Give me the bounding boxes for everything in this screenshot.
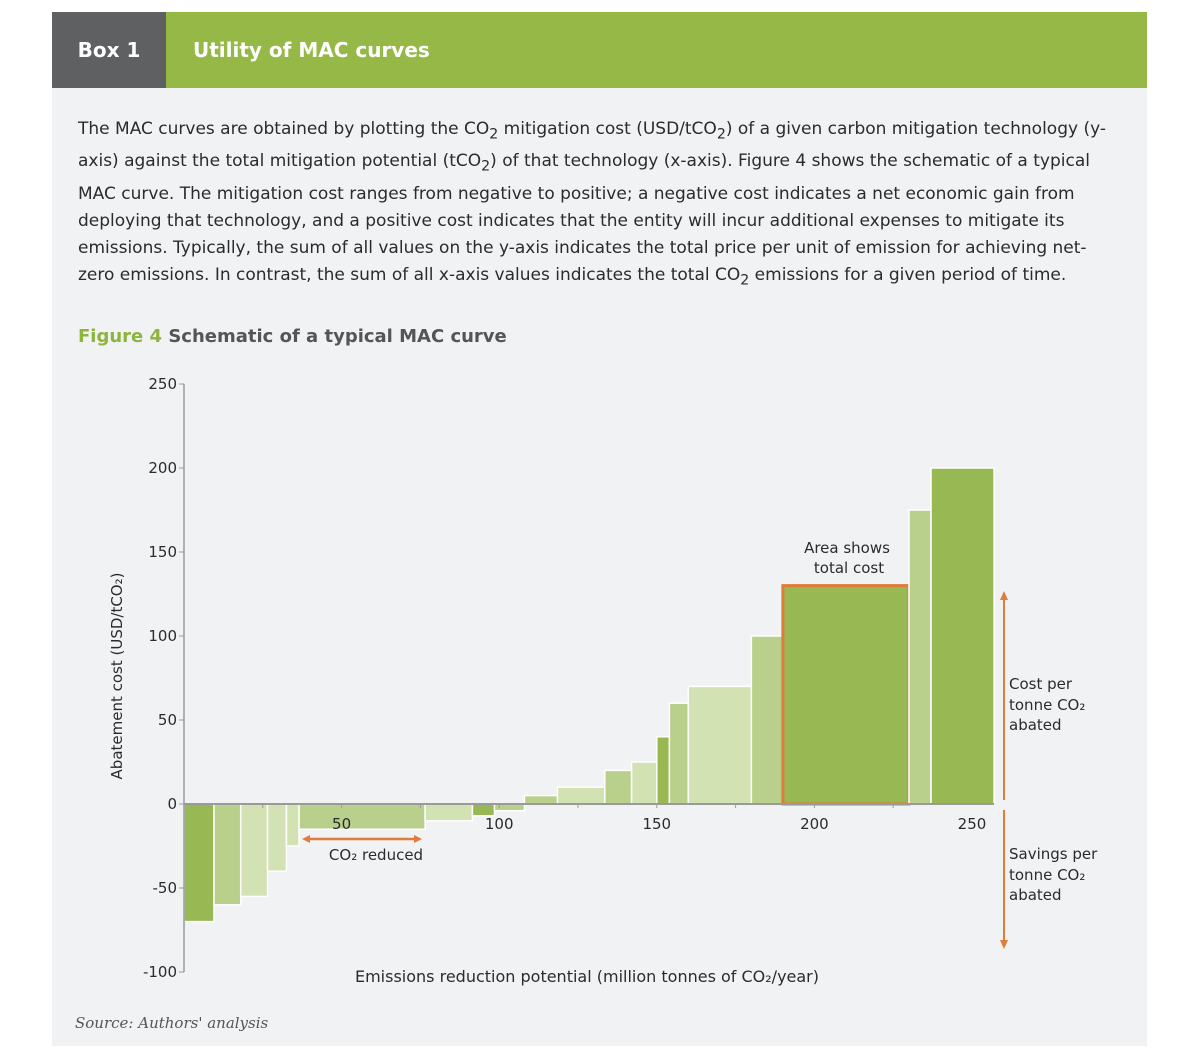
box-title: Utility of MAC curves xyxy=(193,38,430,62)
intro-subscript: 2 xyxy=(740,272,750,289)
savings-per-label-2: tonne CO₂ xyxy=(1009,866,1085,884)
area-annotation-line1: Area shows xyxy=(804,539,890,557)
mac-bar xyxy=(687,685,753,805)
y-tick-label: 200 xyxy=(148,459,177,477)
x-tick-label: 100 xyxy=(485,815,514,833)
mac-bar xyxy=(471,803,496,817)
intro-text: mitigation cost (USD/tCO xyxy=(498,119,717,139)
intro-text: emissions for a given period of time. xyxy=(749,264,1067,285)
intro-subscript: 2 xyxy=(481,158,491,175)
cost-per-label-1: Cost per xyxy=(1009,675,1073,693)
mac-bar xyxy=(750,635,784,805)
mac-bar xyxy=(266,803,288,872)
mac-bar xyxy=(656,736,671,805)
intro-text: ) of that technology (x-axis). Figure 4 … xyxy=(78,151,1090,285)
y-tick-label: 100 xyxy=(148,627,177,645)
mac-bar xyxy=(668,702,690,805)
figure-caption: Schematic of a typical MAC curve xyxy=(168,326,507,347)
mac-bar xyxy=(239,803,269,898)
intro-paragraph: The MAC curves are obtained by plotting … xyxy=(78,116,1118,294)
mac-bar xyxy=(930,467,995,805)
mac-bar xyxy=(285,803,300,847)
mac-bar xyxy=(630,761,658,805)
box-header: Box 1 Utility of MAC curves xyxy=(52,12,1147,88)
intro-subscript: 2 xyxy=(716,126,726,143)
co2-reduced-label: CO₂ reduced xyxy=(329,846,423,864)
mac-bar xyxy=(298,803,426,830)
y-tick-label: 50 xyxy=(158,711,177,729)
x-tick-label: 50 xyxy=(332,815,351,833)
mac-bar xyxy=(523,794,559,805)
mac-bar xyxy=(908,509,932,805)
x-tick-label: 250 xyxy=(958,815,987,833)
intro-text: The MAC curves are obtained by plotting … xyxy=(78,119,490,139)
cost-per-label-3: abated xyxy=(1009,716,1062,734)
y-tick-label: -50 xyxy=(153,879,178,897)
y-tick-label: 150 xyxy=(148,543,177,561)
cost-per-label-2: tonne CO₂ xyxy=(1009,696,1085,714)
x-tick-label: 150 xyxy=(642,815,671,833)
y-tick-label: -100 xyxy=(143,963,177,981)
savings-per-label-1: Savings per xyxy=(1009,845,1098,863)
source-note: Source: Authors' analysis xyxy=(75,1014,269,1032)
figure-title: Figure 4 Schematic of a typical MAC curv… xyxy=(78,326,507,347)
x-axis-label: Emissions reduction potential (million t… xyxy=(355,967,819,986)
mac-bar xyxy=(604,769,633,805)
co2-reduced-arrow xyxy=(302,835,422,843)
y-tick-label: 250 xyxy=(148,375,177,393)
savings-per-label-3: abated xyxy=(1009,886,1062,904)
mac-bar xyxy=(183,803,215,923)
x-tick-label: 200 xyxy=(800,815,829,833)
mac-bar xyxy=(782,584,910,805)
area-annotation-line2: total cost xyxy=(814,559,884,577)
mac-bar xyxy=(213,803,242,906)
figure-number: Figure 4 xyxy=(78,326,163,347)
cost-savings-arrow xyxy=(1000,591,1008,949)
y-tick-label: 0 xyxy=(167,795,177,813)
box-label: Box 1 xyxy=(52,12,166,88)
mac-bar xyxy=(424,803,474,822)
mac-bar xyxy=(556,786,606,805)
intro-text: ) of a given carbon mitigation technolog… xyxy=(78,119,1106,172)
y-axis-label: Abatement cost (USD/tCO₂) xyxy=(108,573,126,780)
intro-subscript: 2 xyxy=(489,126,499,143)
